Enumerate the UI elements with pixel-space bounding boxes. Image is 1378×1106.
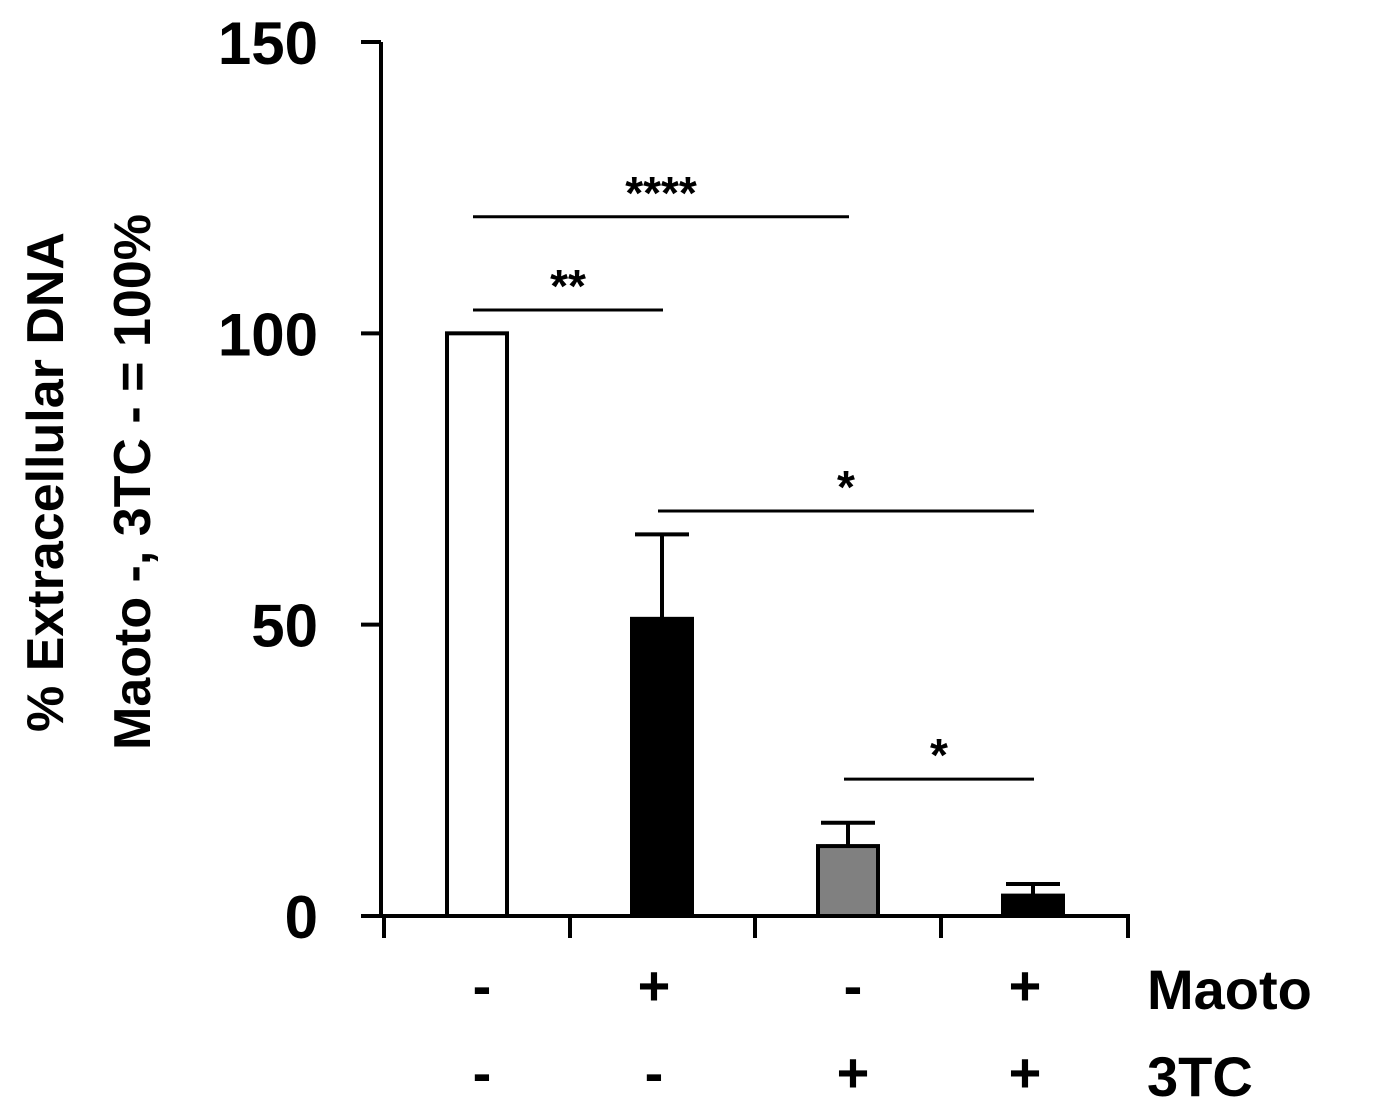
- y-tick-label: 150: [218, 10, 318, 77]
- condition-sign: +: [638, 954, 671, 1017]
- condition-sign: +: [837, 1041, 870, 1104]
- y-tick-label: 50: [251, 593, 318, 660]
- condition-name-maoto: Maoto: [1147, 958, 1312, 1021]
- x-axis-ticks: [382, 916, 1130, 938]
- condition-sign: -: [844, 954, 863, 1017]
- bar-3: [816, 844, 880, 919]
- significance-label: *: [837, 461, 855, 513]
- y-tick-label: 0: [285, 884, 318, 951]
- bars-group: [445, 331, 1065, 919]
- condition-name-3tc: 3TC: [1147, 1045, 1253, 1106]
- y-axis-label-line-1: % Extracellular DNA: [17, 232, 75, 732]
- condition-sign: +: [1009, 1041, 1042, 1104]
- y-axis-label-line-2: Maoto -, 3TC - = 100%: [104, 214, 162, 750]
- significance-label: *: [930, 729, 948, 781]
- condition-sign: -: [645, 1041, 664, 1104]
- y-axis-ticks: 0 50 100 150: [218, 10, 381, 951]
- condition-sign: -: [473, 1041, 492, 1104]
- bar-1: [445, 331, 509, 919]
- significance-label: ****: [625, 167, 697, 219]
- y-axis-label: % Extracellular DNA Maoto -, 3TC - = 100…: [17, 214, 162, 750]
- y-tick-label: 100: [218, 301, 318, 368]
- condition-table: - + - + Maoto - - + +3TC: [473, 954, 1312, 1106]
- bar-2: [630, 616, 694, 919]
- bar-4: [1001, 893, 1065, 919]
- condition-sign: -: [473, 954, 492, 1017]
- significance-label: **: [550, 260, 586, 312]
- condition-sign: +: [1009, 954, 1042, 1017]
- significance-annotations: ********: [473, 167, 1034, 781]
